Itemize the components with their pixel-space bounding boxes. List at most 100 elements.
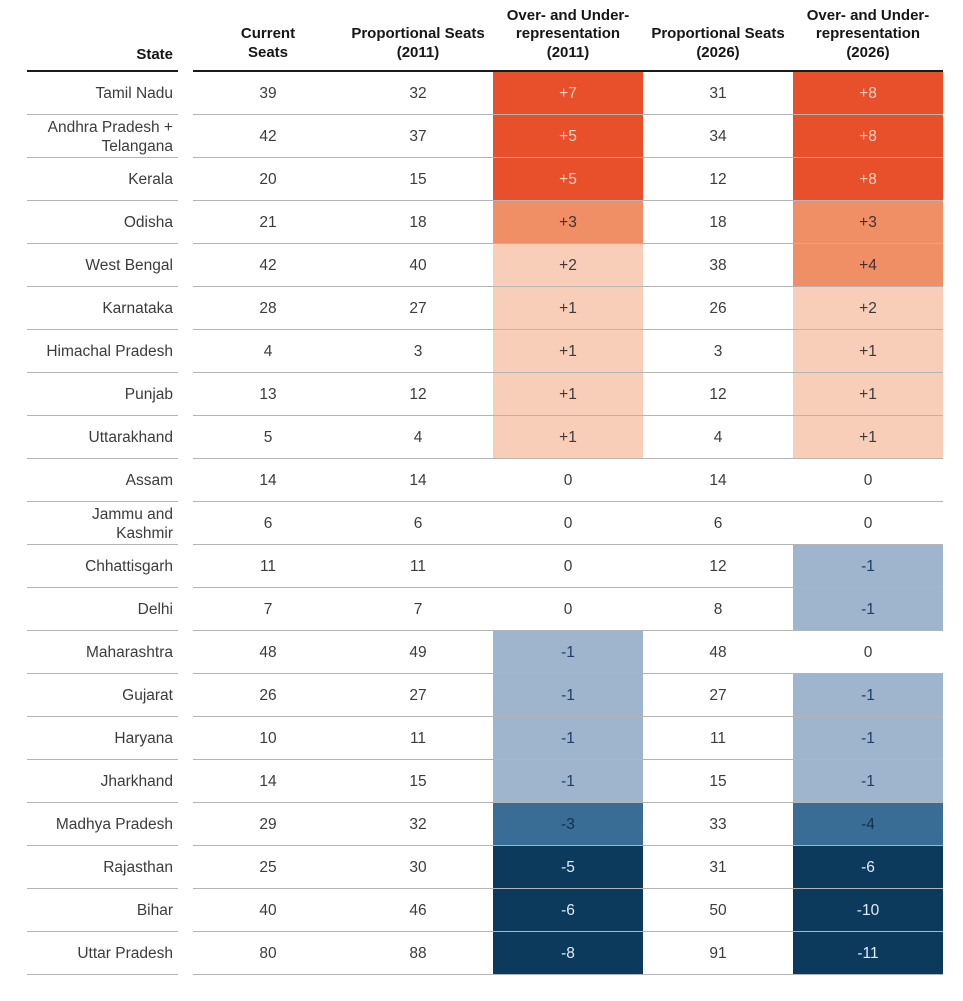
proportional-seats-2011-cell: 40 xyxy=(343,244,493,287)
column-gutter xyxy=(178,545,193,588)
table-row: Karnataka 28 27 +1 26 +2 xyxy=(0,287,963,330)
representation-2011-cell: +1 xyxy=(493,373,643,416)
current-seats-cell: 29 xyxy=(193,803,343,846)
text-line: Rajasthan xyxy=(103,859,173,876)
text-line: Over- and Under- xyxy=(506,6,630,24)
table-row: Jammu and Kashmir 6 6 0 6 0 xyxy=(0,502,963,545)
proportional-seats-2011-cell: 32 xyxy=(343,803,493,846)
representation-2026-cell: 0 xyxy=(793,631,943,674)
state-cell: Jammu and Kashmir xyxy=(0,502,178,545)
current-seats-cell: 6 xyxy=(193,502,343,545)
text-line: Gujarat xyxy=(122,687,173,704)
column-header-proportional-seats-2026: Proportional Seats (2026) xyxy=(643,2,793,72)
current-seats-cell: 11 xyxy=(193,545,343,588)
proportional-seats-2026-cell: 27 xyxy=(643,674,793,717)
state-cell: Bihar xyxy=(0,889,178,932)
text-line: Punjab xyxy=(124,386,173,403)
proportional-seats-2011-cell: 49 xyxy=(343,631,493,674)
text-line: (2026) xyxy=(696,43,740,61)
proportional-seats-2011-cell: 6 xyxy=(343,502,493,545)
column-header-proportional-seats-2011: Proportional Seats (2011) xyxy=(343,2,493,72)
seats-table: State Current Seats Proportional Seats (20… xyxy=(0,2,963,975)
text-line: Jharkhand xyxy=(100,773,173,790)
table-row: Gujarat 26 27 -1 27 -1 xyxy=(0,674,963,717)
representation-2026-cell: +8 xyxy=(793,158,943,201)
current-seats-cell: 5 xyxy=(193,416,343,459)
representation-2011-cell: +1 xyxy=(493,287,643,330)
proportional-seats-2011-cell: 7 xyxy=(343,588,493,631)
text-line: Himachal Pradesh xyxy=(46,343,173,360)
proportional-seats-2026-cell: 50 xyxy=(643,889,793,932)
representation-2011-cell: +3 xyxy=(493,201,643,244)
text-line: Telangana xyxy=(101,137,173,155)
column-gutter xyxy=(178,631,193,674)
column-header-representation-2011: Over- and Under-representation (2011) xyxy=(493,2,643,72)
table-row: Delhi 7 7 0 8 -1 xyxy=(0,588,963,631)
text-line: Tamil Nadu xyxy=(95,85,173,102)
table-row: Bihar 40 46 -6 50 -10 xyxy=(0,889,963,932)
text-line: Haryana xyxy=(114,730,173,747)
representation-2011-cell: -8 xyxy=(493,932,643,975)
text-line: Chhattisgarh xyxy=(85,558,173,575)
text-line: Odisha xyxy=(123,214,173,231)
table-row: Chhattisgarh 11 11 0 12 -1 xyxy=(0,545,963,588)
proportional-seats-2026-cell: 26 xyxy=(643,287,793,330)
proportional-seats-2026-cell: 6 xyxy=(643,502,793,545)
current-seats-cell: 4 xyxy=(193,330,343,373)
state-cell: Maharashtra xyxy=(0,631,178,674)
column-gutter xyxy=(178,846,193,889)
proportional-seats-2026-cell: 31 xyxy=(643,846,793,889)
text-line: Madhya Pradesh xyxy=(55,816,173,833)
text-line: Uttar Pradesh xyxy=(77,945,173,962)
column-header-current-seats: Current Seats xyxy=(193,2,343,72)
representation-2026-cell: +4 xyxy=(793,244,943,287)
table-row: Haryana 10 11 -1 11 -1 xyxy=(0,717,963,760)
state-cell: Chhattisgarh xyxy=(0,545,178,588)
current-seats-cell: 13 xyxy=(193,373,343,416)
proportional-seats-2011-cell: 88 xyxy=(343,932,493,975)
current-seats-cell: 42 xyxy=(193,244,343,287)
table-row: Rajasthan 25 30 -5 31 -6 xyxy=(0,846,963,889)
representation-2011-cell: +1 xyxy=(493,330,643,373)
representation-2011-cell: 0 xyxy=(493,502,643,545)
text-line: Uttarakhand xyxy=(88,429,173,446)
text-line: Over- and Under- xyxy=(806,6,930,24)
text-line: Proportional Seats xyxy=(651,25,785,42)
proportional-seats-2026-cell: 18 xyxy=(643,201,793,244)
current-seats-cell: 14 xyxy=(193,760,343,803)
state-cell: Odisha xyxy=(0,201,178,244)
state-cell: Andhra Pradesh + Telangana xyxy=(0,115,178,158)
proportional-seats-2011-cell: 46 xyxy=(343,889,493,932)
proportional-seats-2026-cell: 12 xyxy=(643,158,793,201)
column-gutter xyxy=(178,373,193,416)
state-cell: Madhya Pradesh xyxy=(0,803,178,846)
table-row: Madhya Pradesh 29 32 -3 33 -4 xyxy=(0,803,963,846)
proportional-seats-2026-cell: 48 xyxy=(643,631,793,674)
representation-2026-cell: -1 xyxy=(793,717,943,760)
representation-2026-cell: 0 xyxy=(793,502,943,545)
representation-2026-cell: -1 xyxy=(793,760,943,803)
text-line: (2011) xyxy=(546,43,590,61)
representation-2026-cell: +1 xyxy=(793,330,943,373)
state-cell: Uttar Pradesh xyxy=(0,932,178,975)
text-line: Andhra Pradesh + xyxy=(47,118,173,136)
state-cell: Jharkhand xyxy=(0,760,178,803)
text-line: representation xyxy=(815,25,921,42)
state-cell: Assam xyxy=(0,459,178,502)
representation-2026-cell: -6 xyxy=(793,846,943,889)
proportional-seats-2011-cell: 11 xyxy=(343,545,493,588)
representation-2011-cell: +1 xyxy=(493,416,643,459)
text-line: Proportional Seats xyxy=(351,25,485,42)
current-seats-cell: 39 xyxy=(193,72,343,115)
proportional-seats-2011-cell: 14 xyxy=(343,459,493,502)
proportional-seats-2011-cell: 12 xyxy=(343,373,493,416)
state-cell: Himachal Pradesh xyxy=(0,330,178,373)
representation-2011-cell: +5 xyxy=(493,115,643,158)
state-cell: Gujarat xyxy=(0,674,178,717)
column-gutter xyxy=(178,588,193,631)
current-seats-cell: 28 xyxy=(193,287,343,330)
current-seats-cell: 14 xyxy=(193,459,343,502)
table-row: Himachal Pradesh 4 3 +1 3 +1 xyxy=(0,330,963,373)
text-line: Karnataka xyxy=(102,300,173,317)
column-gutter xyxy=(178,416,193,459)
